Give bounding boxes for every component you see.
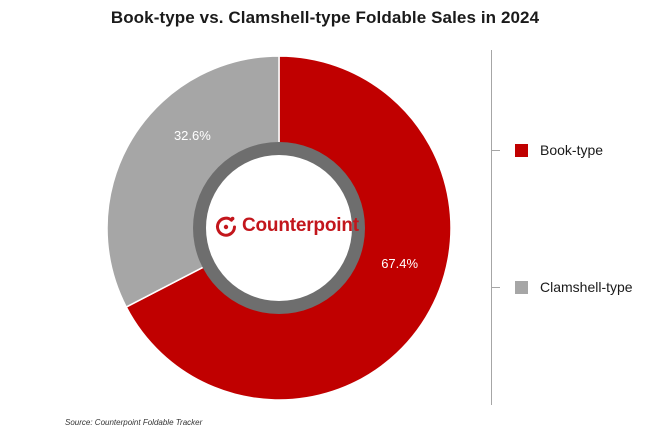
legend: Book-type Clamshell-type xyxy=(491,50,650,405)
slice-label-clamshell-type: 32.6% xyxy=(174,128,211,143)
legend-swatch-book-type xyxy=(515,143,528,157)
donut-slices xyxy=(106,55,452,401)
legend-tick xyxy=(492,287,500,288)
center-hole xyxy=(206,155,352,301)
chart-title: Book-type vs. Clamshell-type Foldable Sa… xyxy=(110,8,540,27)
legend-item-book-type: Book-type xyxy=(515,142,603,158)
counterpoint-logo: Counterpoint xyxy=(214,214,359,238)
legend-label-clamshell-type: Clamshell-type xyxy=(540,279,633,295)
source-note: Source: Counterpoint Foldable Tracker xyxy=(65,418,203,427)
counterpoint-logo-icon xyxy=(216,216,236,237)
legend-label-book-type: Book-type xyxy=(540,142,604,158)
counterpoint-logo-text: Counterpoint xyxy=(242,215,359,236)
slice-label-book-type: 67.4% xyxy=(381,256,418,271)
slice-labels: 67.4% 32.6% xyxy=(174,128,419,271)
legend-item-clamshell-type: Clamshell-type xyxy=(515,279,633,295)
legend-swatch-clamshell-type xyxy=(515,280,528,294)
legend-tick xyxy=(492,150,500,151)
